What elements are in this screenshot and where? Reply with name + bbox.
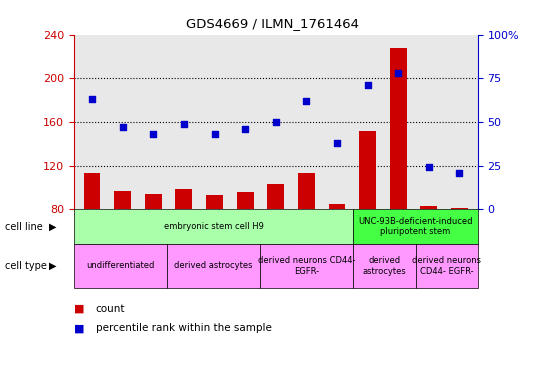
Bar: [237, 192, 253, 209]
Point: [180, 121, 188, 127]
Point: [424, 164, 433, 170]
Text: derived
astrocytes: derived astrocytes: [363, 256, 406, 276]
Point: [149, 131, 158, 137]
Bar: [84, 173, 100, 209]
Text: derived neurons CD44-
EGFR-: derived neurons CD44- EGFR-: [258, 256, 355, 276]
Text: percentile rank within the sample: percentile rank within the sample: [96, 323, 271, 333]
Text: embryonic stem cell H9: embryonic stem cell H9: [164, 222, 264, 231]
Point: [394, 70, 402, 76]
Bar: [329, 204, 346, 209]
Bar: [390, 48, 407, 209]
Bar: [298, 173, 314, 209]
Bar: [359, 131, 376, 209]
Bar: [420, 206, 437, 209]
Point: [118, 124, 127, 130]
Bar: [114, 191, 131, 209]
Bar: [206, 195, 223, 209]
Bar: [268, 184, 284, 209]
Point: [333, 140, 341, 146]
Text: cell line: cell line: [5, 222, 43, 232]
Point: [271, 119, 280, 125]
Text: cell type: cell type: [5, 261, 48, 271]
Text: UNC-93B-deficient-induced
pluripotent stem: UNC-93B-deficient-induced pluripotent st…: [358, 217, 473, 236]
Bar: [451, 208, 468, 209]
Text: undifferentiated: undifferentiated: [86, 262, 155, 270]
Text: derived astrocytes: derived astrocytes: [174, 262, 253, 270]
Point: [302, 98, 311, 104]
Point: [88, 96, 97, 102]
Text: ■: ■: [74, 304, 84, 314]
Text: ■: ■: [74, 323, 84, 333]
Bar: [145, 194, 162, 209]
Text: GDS4669 / ILMN_1761464: GDS4669 / ILMN_1761464: [187, 17, 359, 30]
Text: ▶: ▶: [49, 261, 57, 271]
Point: [455, 169, 464, 175]
Point: [241, 126, 250, 132]
Text: count: count: [96, 304, 125, 314]
Text: ▶: ▶: [49, 222, 57, 232]
Point: [363, 82, 372, 88]
Bar: [175, 189, 192, 209]
Point: [210, 131, 219, 137]
Text: derived neurons
CD44- EGFR-: derived neurons CD44- EGFR-: [412, 256, 481, 276]
